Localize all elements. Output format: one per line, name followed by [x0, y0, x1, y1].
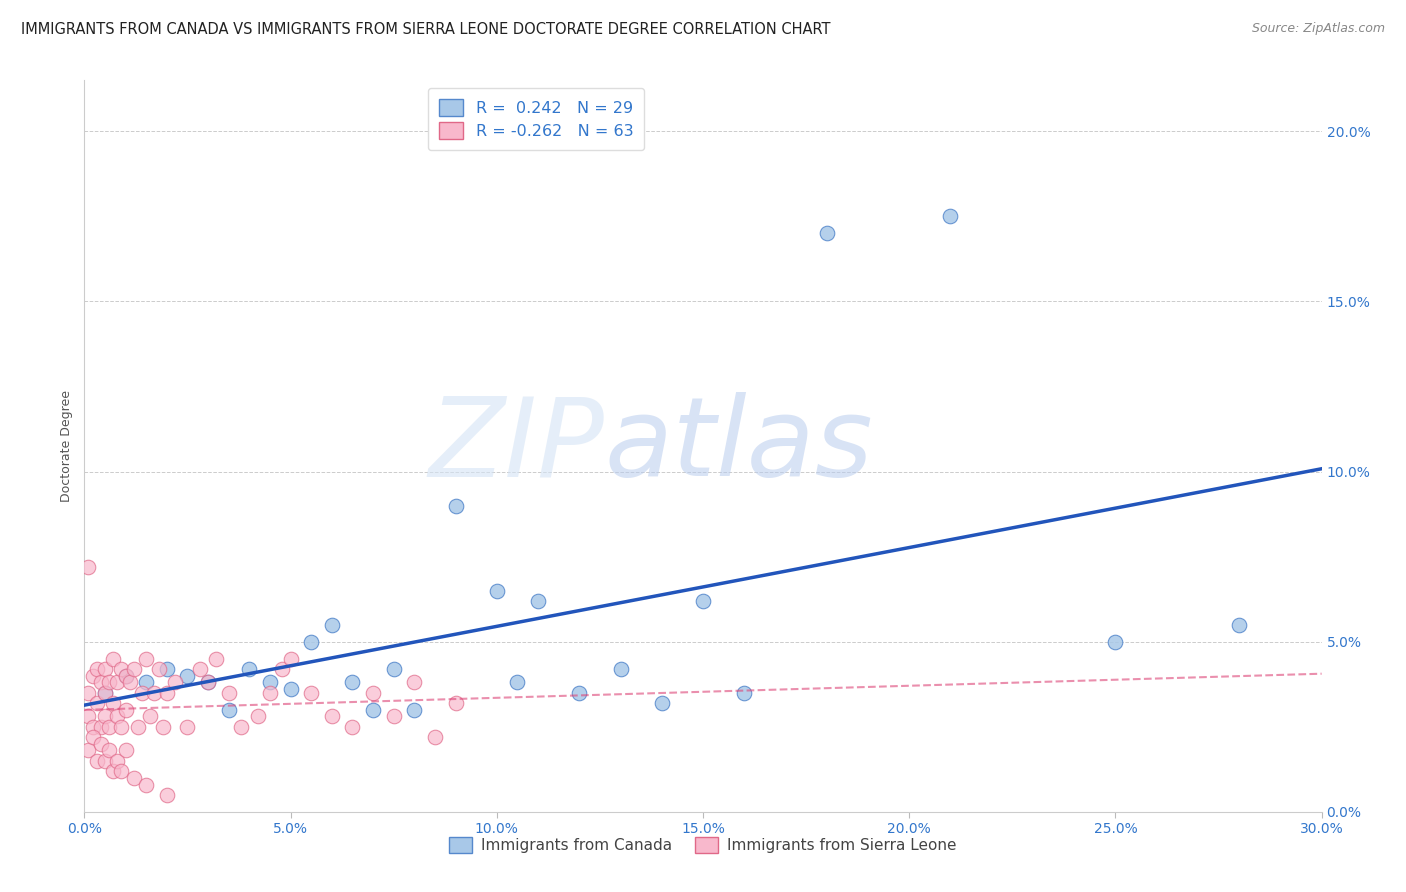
Point: [77, 686, 100, 700]
Point: [218, 686, 240, 700]
Point: [485, 583, 508, 598]
Point: [148, 662, 170, 676]
Point: [94, 686, 117, 700]
Point: [176, 668, 198, 682]
Point: [165, 675, 187, 690]
Point: [321, 709, 343, 723]
Point: [82, 668, 104, 682]
Point: [444, 696, 467, 710]
Point: [139, 709, 162, 723]
Point: [382, 662, 405, 676]
Point: [939, 210, 962, 224]
Legend: Immigrants from Canada, Immigrants from Sierra Leone: Immigrants from Canada, Immigrants from …: [443, 830, 963, 859]
Point: [135, 675, 157, 690]
Text: ZIP: ZIP: [429, 392, 605, 500]
Point: [127, 720, 149, 734]
Text: IMMIGRANTS FROM CANADA VS IMMIGRANTS FROM SIERRA LEONE DOCTORATE DEGREE CORRELAT: IMMIGRANTS FROM CANADA VS IMMIGRANTS FRO…: [21, 22, 831, 37]
Point: [110, 662, 132, 676]
Point: [280, 682, 302, 697]
Point: [105, 675, 128, 690]
Point: [110, 720, 132, 734]
Point: [114, 743, 136, 757]
Point: [114, 703, 136, 717]
Point: [259, 675, 281, 690]
Point: [77, 559, 100, 574]
Point: [82, 730, 104, 744]
Point: [103, 764, 125, 778]
Point: [506, 675, 529, 690]
Point: [188, 662, 211, 676]
Point: [692, 594, 714, 608]
Point: [82, 720, 104, 734]
Text: atlas: atlas: [605, 392, 873, 500]
Point: [98, 720, 121, 734]
Point: [246, 709, 269, 723]
Point: [156, 788, 179, 802]
Point: [98, 675, 121, 690]
Point: [103, 696, 125, 710]
Point: [105, 754, 128, 768]
Point: [90, 675, 112, 690]
Point: [86, 754, 108, 768]
Point: [815, 227, 838, 241]
Point: [342, 720, 364, 734]
Point: [114, 668, 136, 682]
Point: [361, 703, 384, 717]
Point: [94, 662, 117, 676]
Point: [135, 651, 157, 665]
Point: [299, 634, 322, 648]
Point: [197, 675, 219, 690]
Point: [361, 686, 384, 700]
Point: [122, 771, 145, 785]
Point: [110, 764, 132, 778]
Point: [527, 594, 550, 608]
Point: [90, 720, 112, 734]
Point: [94, 686, 117, 700]
Point: [176, 720, 198, 734]
Point: [77, 743, 100, 757]
Point: [229, 720, 252, 734]
Point: [77, 709, 100, 723]
Point: [114, 668, 136, 682]
Point: [143, 686, 166, 700]
Point: [280, 651, 302, 665]
Y-axis label: Doctorate Degree: Doctorate Degree: [59, 390, 73, 502]
Point: [98, 743, 121, 757]
Point: [103, 651, 125, 665]
Point: [156, 662, 179, 676]
Point: [1104, 634, 1126, 648]
Point: [651, 696, 673, 710]
Point: [152, 720, 174, 734]
Text: Source: ZipAtlas.com: Source: ZipAtlas.com: [1251, 22, 1385, 36]
Point: [238, 662, 260, 676]
Point: [90, 737, 112, 751]
Point: [1227, 617, 1250, 632]
Point: [86, 696, 108, 710]
Point: [105, 709, 128, 723]
Point: [444, 499, 467, 513]
Point: [122, 662, 145, 676]
Point: [205, 651, 228, 665]
Point: [271, 662, 294, 676]
Point: [404, 703, 426, 717]
Point: [423, 730, 446, 744]
Point: [197, 675, 219, 690]
Point: [259, 686, 281, 700]
Point: [118, 675, 141, 690]
Point: [156, 686, 179, 700]
Point: [342, 675, 364, 690]
Point: [218, 703, 240, 717]
Point: [404, 675, 426, 690]
Point: [131, 686, 153, 700]
Point: [321, 617, 343, 632]
Point: [568, 686, 591, 700]
Point: [382, 709, 405, 723]
Point: [94, 709, 117, 723]
Point: [94, 754, 117, 768]
Point: [299, 686, 322, 700]
Point: [609, 662, 631, 676]
Point: [86, 662, 108, 676]
Point: [135, 777, 157, 791]
Point: [733, 686, 755, 700]
